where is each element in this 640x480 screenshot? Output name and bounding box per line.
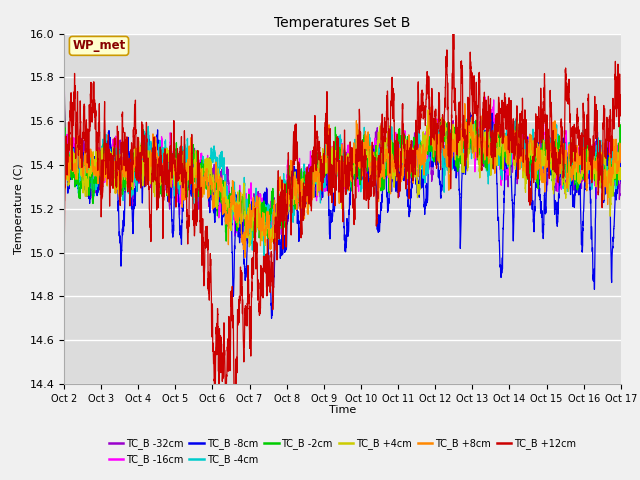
TC_B -16cm	[60, 59, 68, 64]
TC_B +4cm	[616, 174, 624, 180]
TC_B -32cm	[499, 143, 507, 149]
TC_B -2cm	[222, 238, 230, 244]
TC_B +12cm	[160, 179, 168, 185]
TC_B -2cm	[616, 123, 624, 129]
TC_B -4cm	[160, 153, 168, 158]
TC_B +4cm	[468, 122, 476, 128]
TC_B +12cm	[322, 120, 330, 126]
X-axis label: Time: Time	[329, 405, 356, 415]
TC_B +8cm	[499, 131, 507, 137]
TC_B -16cm	[616, 155, 624, 161]
TC_B -32cm	[617, 180, 625, 186]
TC_B +4cm	[617, 165, 625, 170]
TC_B -4cm	[322, 149, 330, 155]
TC_B -8cm	[616, 173, 624, 179]
TC_B -16cm	[231, 233, 239, 239]
TC_B -8cm	[268, 315, 275, 321]
TC_B -4cm	[436, 143, 444, 148]
Line: TC_B -2cm: TC_B -2cm	[64, 77, 621, 241]
Title: Temperatures Set B: Temperatures Set B	[274, 16, 411, 30]
TC_B -8cm	[322, 157, 330, 163]
TC_B -2cm	[160, 170, 168, 176]
Line: TC_B -16cm: TC_B -16cm	[64, 61, 621, 236]
TC_B -2cm	[467, 139, 475, 144]
Line: TC_B +12cm: TC_B +12cm	[64, 25, 621, 395]
TC_B +12cm	[617, 113, 625, 119]
Line: TC_B -4cm: TC_B -4cm	[64, 118, 621, 260]
TC_B +4cm	[246, 244, 253, 250]
TC_B +4cm	[424, 107, 432, 113]
TC_B +4cm	[322, 165, 330, 170]
TC_B -32cm	[436, 139, 444, 145]
TC_B -4cm	[616, 141, 624, 147]
TC_B +8cm	[160, 157, 168, 163]
TC_B +12cm	[211, 392, 218, 398]
TC_B +8cm	[617, 159, 625, 165]
TC_B -16cm	[436, 127, 444, 132]
TC_B +12cm	[468, 86, 476, 92]
TC_B +4cm	[499, 165, 507, 170]
TC_B -4cm	[60, 207, 68, 213]
TC_B -2cm	[617, 140, 625, 146]
TC_B -8cm	[467, 131, 475, 136]
TC_B -16cm	[322, 174, 330, 180]
TC_B -16cm	[499, 163, 507, 168]
TC_B -8cm	[436, 180, 444, 186]
TC_B +4cm	[436, 142, 444, 148]
TC_B +8cm	[241, 255, 249, 261]
TC_B -32cm	[616, 177, 624, 182]
TC_B -8cm	[60, 134, 68, 140]
TC_B +12cm	[436, 154, 444, 160]
TC_B -8cm	[160, 163, 168, 168]
TC_B -32cm	[467, 141, 475, 146]
Line: TC_B +4cm: TC_B +4cm	[64, 110, 621, 247]
TC_B +12cm	[616, 113, 624, 119]
TC_B -16cm	[160, 172, 168, 178]
TC_B -4cm	[260, 257, 268, 263]
Line: TC_B -8cm: TC_B -8cm	[64, 108, 621, 318]
TC_B -32cm	[275, 240, 282, 246]
TC_B -32cm	[322, 170, 330, 176]
Legend: TC_B -32cm, TC_B -16cm, TC_B -8cm, TC_B -4cm, TC_B -2cm, TC_B +4cm, TC_B +8cm, T: TC_B -32cm, TC_B -16cm, TC_B -8cm, TC_B …	[104, 434, 580, 469]
TC_B -4cm	[499, 141, 507, 147]
TC_B +8cm	[616, 148, 624, 154]
TC_B -32cm	[60, 85, 68, 91]
TC_B +12cm	[449, 23, 457, 28]
TC_B -4cm	[479, 115, 486, 120]
TC_B +8cm	[322, 157, 330, 163]
TC_B +8cm	[467, 120, 475, 125]
TC_B -2cm	[436, 125, 444, 131]
TC_B +12cm	[60, 242, 68, 248]
TC_B -2cm	[60, 74, 68, 80]
TC_B +4cm	[60, 177, 68, 183]
TC_B -8cm	[486, 106, 493, 111]
Y-axis label: Temperature (C): Temperature (C)	[14, 163, 24, 254]
Line: TC_B +8cm: TC_B +8cm	[64, 103, 621, 258]
TC_B -2cm	[499, 146, 507, 152]
Line: TC_B -32cm: TC_B -32cm	[64, 88, 621, 243]
TC_B -4cm	[467, 140, 475, 145]
TC_B +4cm	[160, 164, 168, 170]
TC_B -2cm	[322, 168, 330, 174]
TC_B +8cm	[499, 100, 506, 106]
TC_B +8cm	[436, 138, 444, 144]
TC_B -32cm	[160, 162, 168, 168]
TC_B -16cm	[467, 124, 475, 130]
TC_B +8cm	[60, 149, 68, 155]
TC_B -8cm	[617, 173, 625, 179]
TC_B -4cm	[617, 142, 625, 147]
Text: WP_met: WP_met	[72, 39, 125, 52]
TC_B -16cm	[617, 165, 625, 171]
TC_B +12cm	[499, 135, 507, 141]
TC_B -8cm	[499, 231, 507, 237]
